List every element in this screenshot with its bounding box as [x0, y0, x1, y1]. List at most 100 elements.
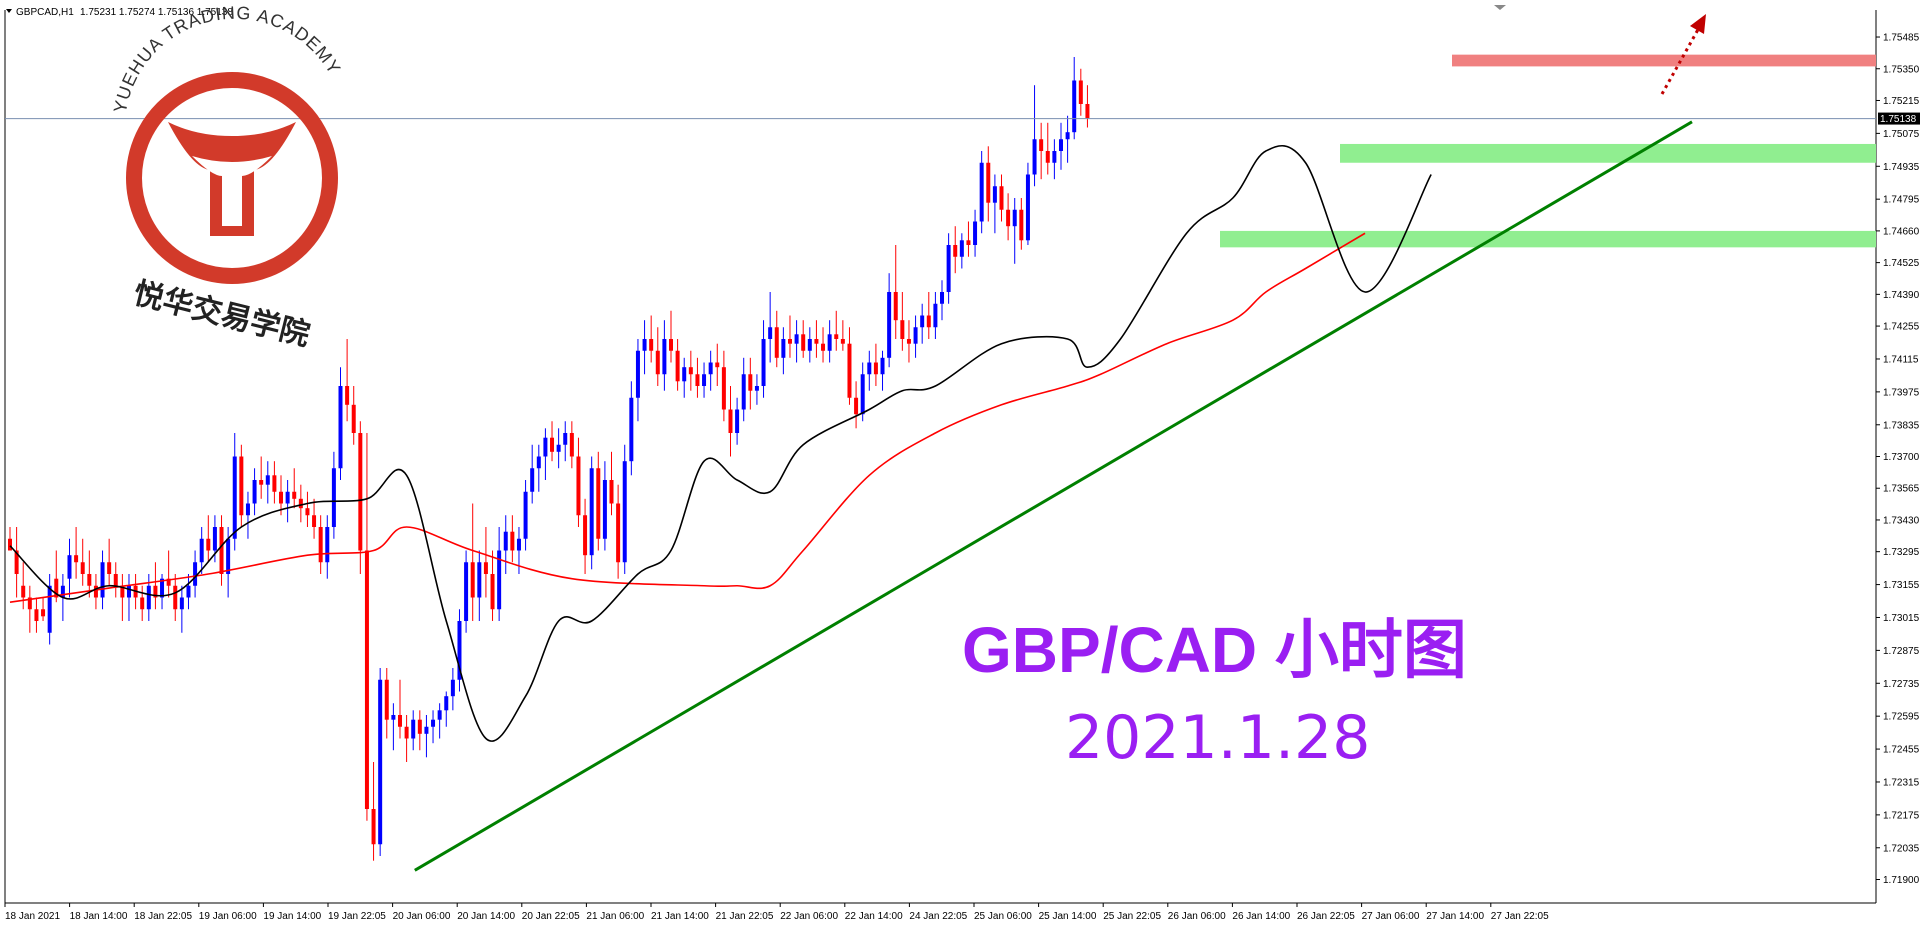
candle-body	[1006, 209, 1011, 227]
candle-body	[946, 245, 951, 292]
candle-body	[880, 357, 885, 375]
y-tick-label: 1.74390	[1883, 290, 1920, 301]
candle-body	[695, 374, 700, 386]
candle-body	[166, 578, 171, 586]
candle-body	[662, 339, 667, 375]
candle-body	[325, 527, 330, 563]
x-tick-label: 20 Jan 14:00	[457, 911, 515, 922]
candle-body	[1039, 139, 1044, 151]
candle-body	[768, 327, 773, 339]
x-tick-label: 18 Jan 22:05	[134, 911, 192, 922]
x-tick-label: 26 Jan 22:05	[1297, 911, 1355, 922]
y-tick-label: 1.72875	[1883, 646, 1920, 657]
candle-body	[93, 585, 98, 598]
candle-body	[675, 350, 680, 382]
candle-body	[589, 468, 594, 556]
candle-body	[272, 475, 277, 492]
candle-body	[226, 538, 231, 574]
candle-body	[437, 710, 442, 720]
candle-body	[893, 292, 898, 321]
ma-slow-line	[9, 232, 1366, 603]
scroll-marker-icon[interactable]	[1494, 5, 1506, 10]
candle-body	[424, 726, 429, 734]
candle-body	[67, 555, 72, 579]
y-tick-label: 1.73700	[1883, 452, 1920, 463]
candle-body	[682, 367, 687, 382]
x-tick-label: 26 Jan 14:00	[1232, 911, 1290, 922]
candle-body	[774, 327, 779, 358]
candle-body	[179, 597, 184, 610]
candle-body	[470, 562, 475, 598]
symbol-label: GBPCAD,H1	[16, 7, 74, 18]
y-tick-label: 1.73295	[1883, 547, 1920, 558]
candle-body	[431, 719, 436, 727]
candle-body	[47, 585, 52, 633]
candle-body	[318, 527, 323, 563]
candle-body	[1019, 209, 1024, 241]
menu-triangle-icon[interactable]	[6, 9, 12, 13]
overlay-date: 2021.1.28	[1065, 703, 1370, 773]
candle-body	[827, 334, 832, 351]
candle-body	[477, 562, 482, 598]
candle-body	[60, 585, 65, 598]
resistance-zone	[1452, 54, 1876, 67]
x-tick-label: 22 Jan 14:00	[845, 911, 903, 922]
current-price-box	[1878, 112, 1920, 125]
candle-body	[186, 585, 191, 598]
candle-body	[536, 456, 541, 469]
candle-body	[146, 585, 151, 610]
candle-body	[298, 498, 303, 509]
x-tick-label: 27 Jan 14:00	[1426, 911, 1484, 922]
up-arrow-dotted	[1660, 25, 1702, 95]
candle-body	[1072, 80, 1077, 133]
ma-fast-line	[9, 145, 1432, 742]
candle-body	[417, 719, 422, 734]
candle-body	[232, 456, 237, 539]
support-zone	[1220, 230, 1876, 248]
candle-body	[1032, 139, 1037, 175]
candle-body	[801, 334, 806, 351]
up-arrow-head-icon	[1690, 14, 1706, 34]
x-tick-label: 20 Jan 06:00	[393, 911, 451, 922]
candle-body	[1058, 139, 1063, 151]
candle-body	[787, 339, 792, 344]
candle-body	[920, 315, 925, 328]
candle-body	[642, 339, 647, 351]
candle-body	[305, 508, 310, 516]
candle-body	[21, 585, 26, 598]
candle-body	[1052, 151, 1057, 163]
candle-body	[940, 292, 945, 304]
trendline[interactable]	[414, 120, 1693, 872]
x-tick-label: 21 Jan 14:00	[651, 911, 709, 922]
candle-body	[979, 162, 984, 222]
candle-body	[450, 679, 455, 697]
candle-body	[530, 468, 535, 492]
candle-body	[358, 433, 363, 551]
candle-body	[622, 461, 627, 563]
candle-body	[629, 397, 634, 462]
candle-body	[34, 609, 39, 621]
candle-body	[867, 362, 872, 375]
y-tick-label: 1.72595	[1883, 712, 1920, 723]
candle-body	[735, 409, 740, 433]
candle-body	[444, 696, 449, 711]
y-tick-label: 1.74255	[1883, 322, 1920, 333]
candle-body	[331, 468, 336, 527]
candle-body	[986, 162, 991, 203]
candle-body	[87, 574, 92, 586]
y-tick-label: 1.72455	[1883, 745, 1920, 756]
x-tick-label: 20 Jan 22:05	[522, 911, 580, 922]
candle-body	[761, 339, 766, 386]
candle-body	[563, 433, 568, 445]
y-tick-label: 1.74660	[1883, 226, 1920, 237]
y-tick-label: 1.73430	[1883, 515, 1920, 526]
candle-body	[338, 386, 343, 469]
candle-body	[14, 550, 19, 574]
candle-body	[966, 240, 971, 245]
candle-body	[1045, 151, 1050, 163]
y-tick-label: 1.75215	[1883, 96, 1920, 107]
candle-body	[292, 491, 297, 499]
candle-body	[1012, 209, 1017, 227]
x-tick-label: 25 Jan 14:00	[1039, 911, 1097, 922]
